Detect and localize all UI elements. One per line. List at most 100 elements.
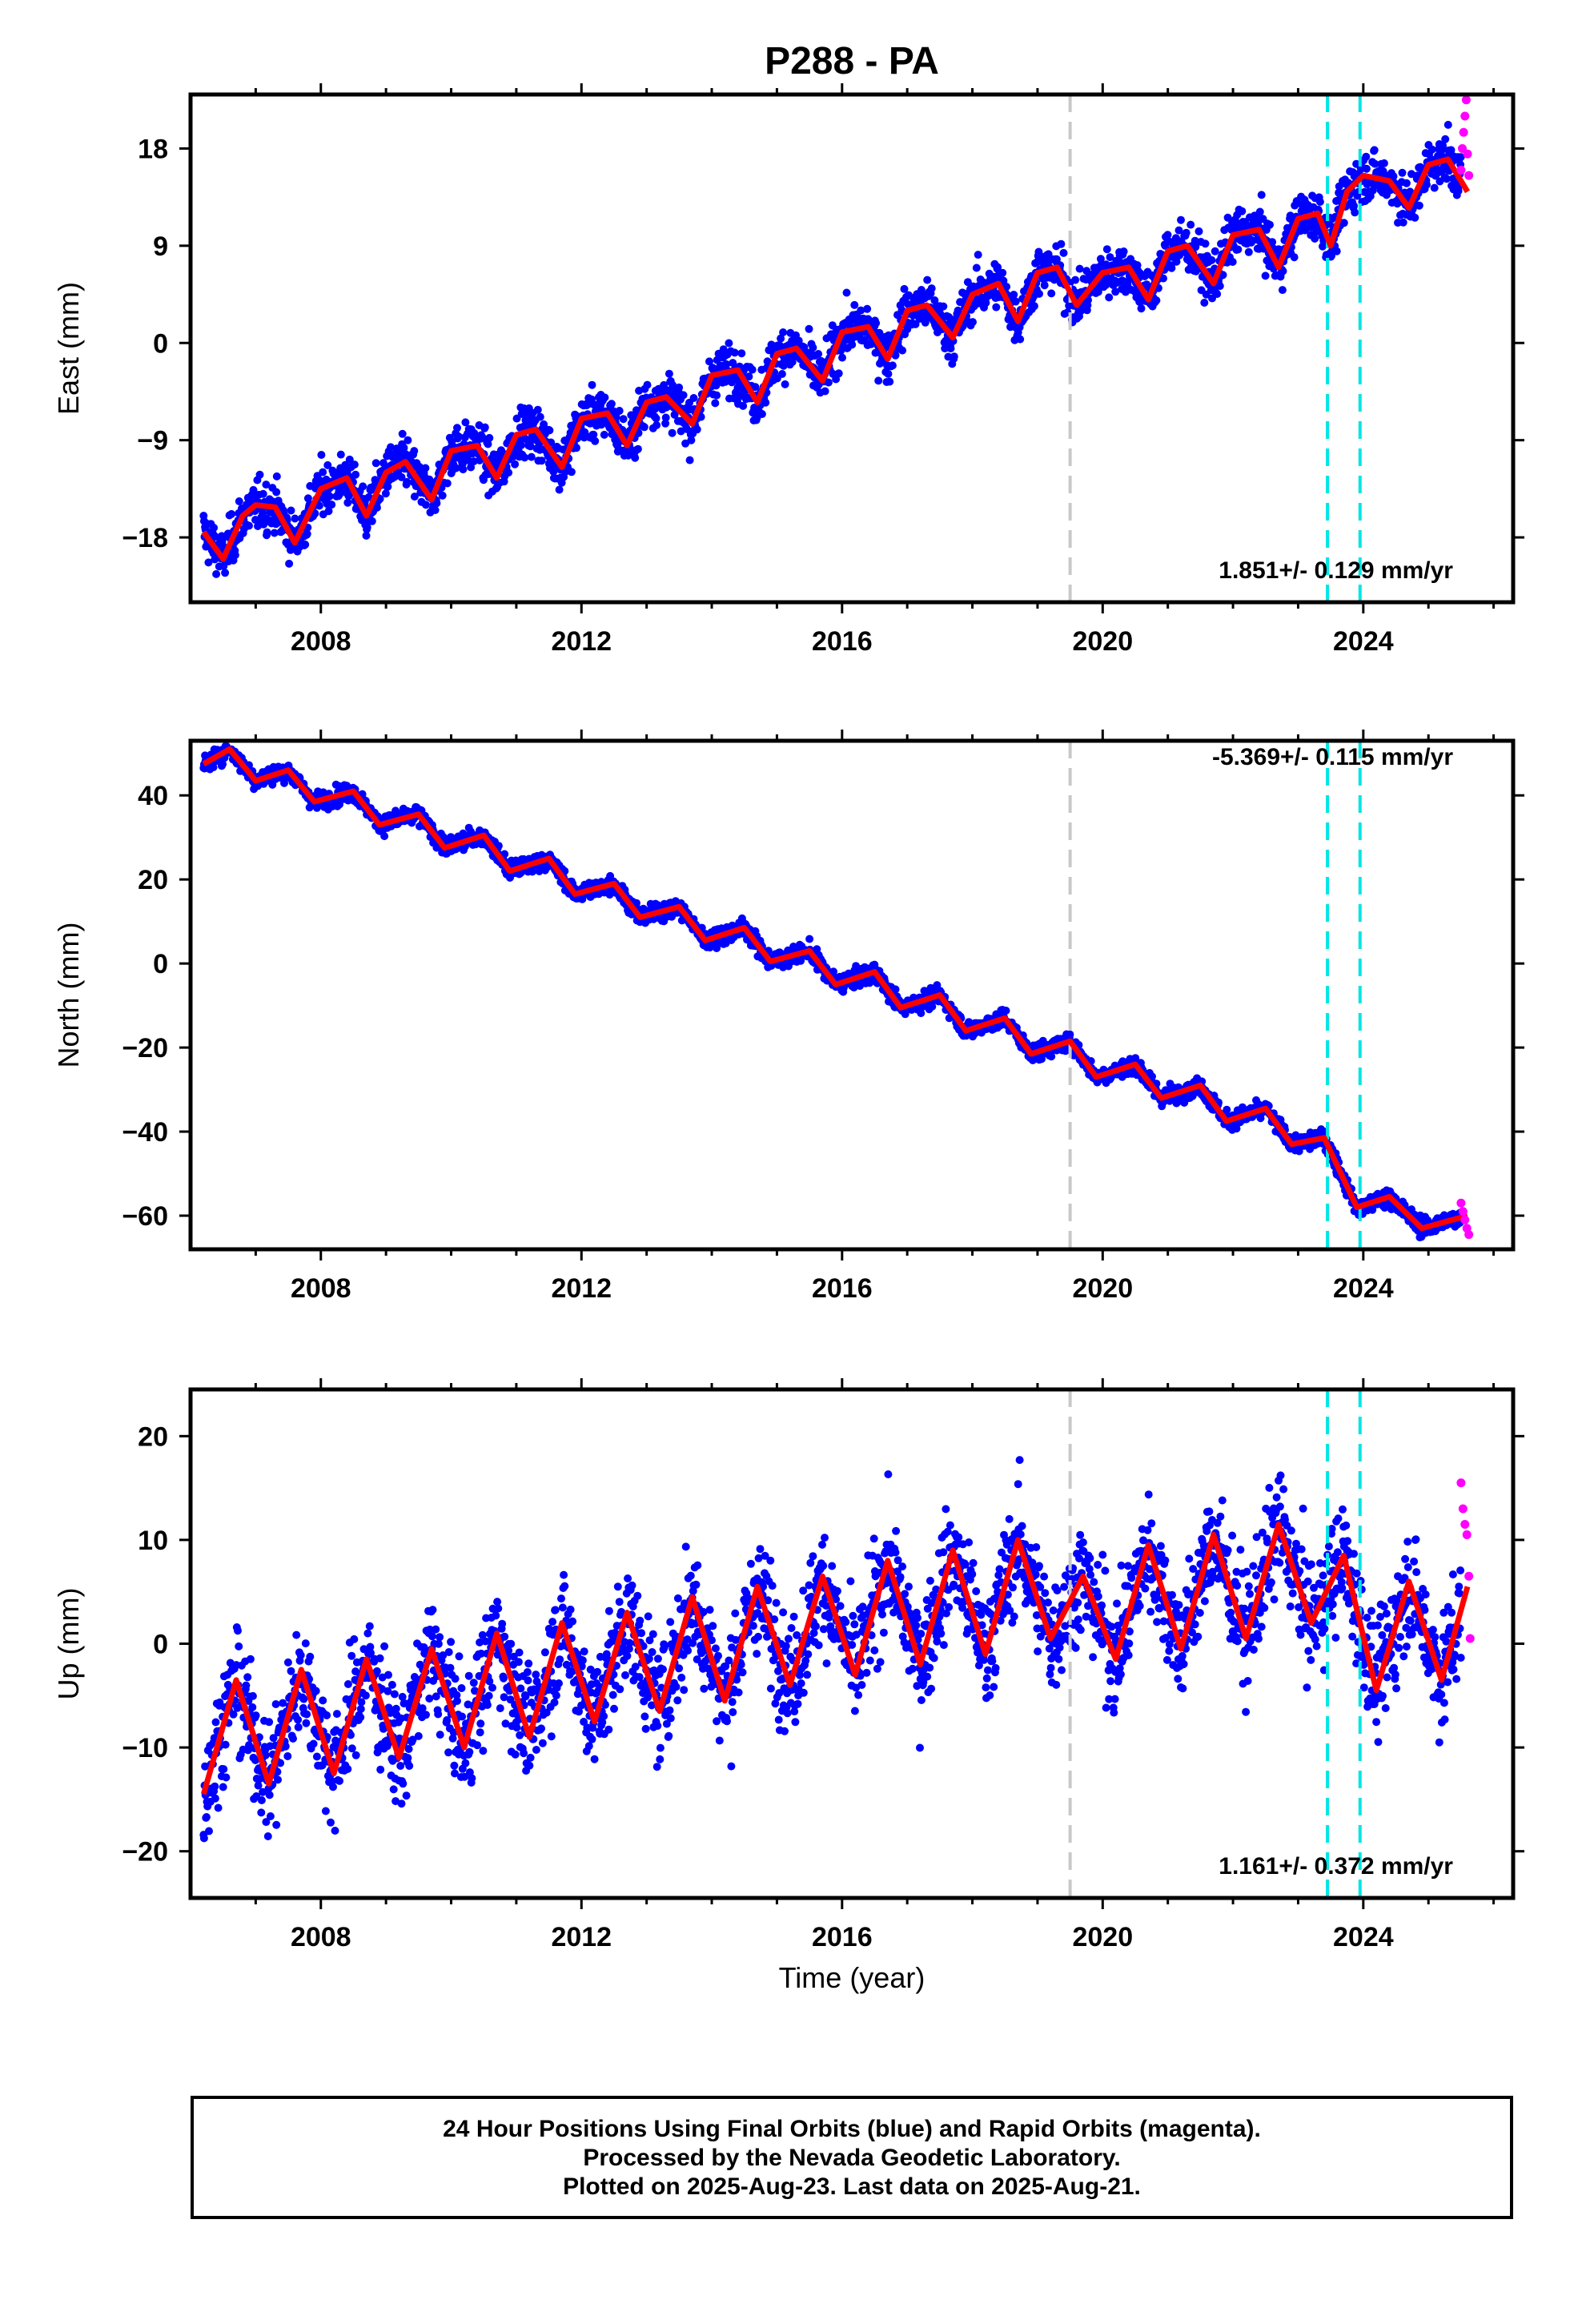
final-orbit-point [1011, 297, 1020, 306]
final-orbit-point [589, 430, 598, 439]
final-orbit-point [809, 344, 817, 352]
final-orbit-point [1351, 208, 1359, 217]
rapid-orbit-point [1464, 171, 1474, 180]
final-orbit-point [381, 489, 390, 498]
final-orbit-point [1191, 243, 1200, 251]
final-orbit-point [485, 433, 494, 442]
final-orbit-point [1047, 1052, 1056, 1061]
final-orbit-point [315, 501, 323, 510]
final-orbit-point [748, 365, 757, 374]
final-orbit-point [661, 413, 670, 422]
final-orbit-point [834, 369, 843, 378]
final-orbit-point [325, 492, 334, 501]
final-orbit-point [1040, 281, 1049, 290]
final-orbit-point [1071, 275, 1080, 284]
final-orbit-point [1002, 1007, 1010, 1015]
final-orbit-point [1423, 180, 1431, 189]
final-orbit-point [1182, 228, 1191, 237]
final-orbit-point [285, 559, 294, 568]
final-orbit-point [1234, 245, 1243, 254]
final-orbit-point [1148, 1072, 1156, 1081]
final-orbit-point [713, 391, 721, 400]
final-orbit-point [545, 426, 554, 435]
final-orbit-point [992, 303, 1001, 312]
final-orbit-point [1339, 219, 1348, 227]
final-orbit-point [1389, 172, 1398, 181]
final-orbit-point [1441, 135, 1450, 143]
final-orbit-point [303, 529, 311, 538]
final-orbit-point [693, 425, 701, 434]
final-orbit-point [403, 477, 412, 486]
final-orbit-point [814, 350, 823, 358]
final-orbit-point [1084, 296, 1092, 304]
final-orbit-point [857, 306, 865, 315]
final-orbit-point [600, 430, 608, 439]
final-orbit-point [687, 436, 696, 444]
final-orbit-point [794, 336, 803, 345]
final-orbit-point [431, 506, 440, 514]
final-orbit-point [751, 383, 760, 392]
final-orbit-point [1213, 290, 1222, 299]
final-orbit-point [1370, 146, 1379, 155]
final-orbit-point [1152, 296, 1161, 305]
final-orbit-point [1094, 287, 1102, 296]
final-orbit-point [824, 378, 833, 387]
final-orbit-point [540, 420, 548, 428]
final-orbit-point [372, 503, 381, 512]
final-orbit-point [884, 369, 893, 378]
final-orbit-point [1102, 245, 1111, 254]
final-orbit-point [461, 418, 470, 427]
final-orbit-point [533, 405, 542, 414]
final-orbit-point [1059, 248, 1068, 257]
final-orbit-point [875, 328, 884, 337]
final-orbit-point [923, 275, 932, 284]
final-orbit-point [1219, 271, 1227, 279]
final-orbit-point [757, 410, 766, 418]
final-orbit-point [255, 470, 264, 479]
final-orbit-point [1002, 283, 1011, 291]
final-orbit-point [1167, 263, 1176, 272]
final-orbit-point [383, 482, 392, 491]
final-orbit-point [665, 369, 673, 378]
final-orbit-point [1456, 153, 1465, 162]
final-orbit-point [670, 410, 679, 419]
final-orbit-point [303, 494, 312, 503]
final-orbit-point [319, 468, 327, 476]
final-orbit-point [453, 424, 461, 432]
final-orbit-point [689, 394, 698, 402]
final-orbit-point [1228, 258, 1237, 266]
final-orbit-point [633, 444, 642, 453]
final-orbit-point [1362, 152, 1371, 161]
final-orbit-point [711, 399, 720, 408]
x-tick-label: 2016 [812, 626, 873, 657]
final-orbit-point [1279, 267, 1287, 275]
final-orbit-point [1443, 120, 1452, 129]
final-orbit-point [1443, 175, 1451, 183]
final-orbit-point [739, 401, 748, 410]
rate-label: 1.851+/- 0.129 mm/yr [1219, 557, 1453, 584]
final-orbit-point [421, 464, 430, 472]
final-orbit-point [327, 501, 336, 509]
final-orbit-point [317, 451, 326, 459]
final-orbit-point [1362, 164, 1371, 173]
final-orbit-point [863, 304, 872, 313]
final-orbit-point [661, 419, 670, 428]
final-orbit-point [1238, 207, 1247, 215]
final-orbit-point [974, 251, 982, 259]
final-orbit-point [452, 464, 460, 472]
final-orbit-point [838, 353, 846, 362]
final-orbit-point [572, 444, 580, 452]
final-orbit-point [1105, 293, 1114, 302]
final-orbit-point [1244, 247, 1253, 256]
final-orbit-point [805, 324, 813, 333]
final-orbit-point [1371, 159, 1379, 168]
final-orbit-point [527, 452, 536, 461]
final-orbit-point [1016, 335, 1025, 344]
final-orbit-point [928, 1002, 937, 1011]
final-orbit-point [537, 456, 546, 465]
final-orbit-point [1215, 282, 1224, 291]
final-orbit-point [1255, 207, 1264, 216]
final-orbit-point [842, 288, 851, 297]
final-orbit-point [874, 376, 883, 385]
final-orbit-point [335, 800, 343, 809]
